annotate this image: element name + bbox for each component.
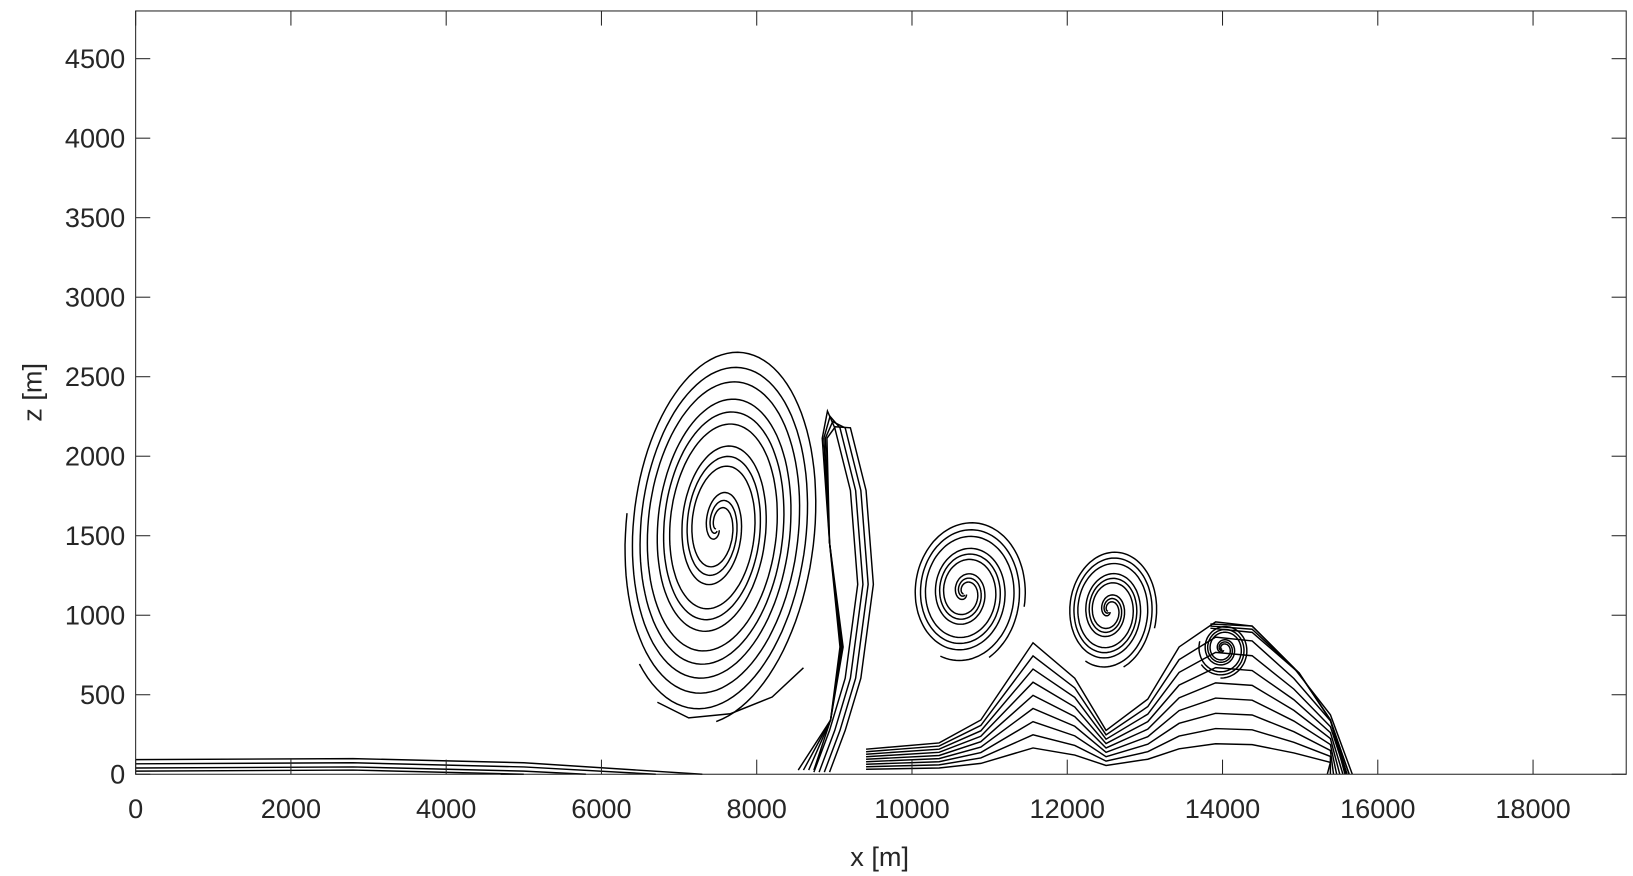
plot-frame (135, 10, 1627, 775)
x-axis-label: x [m] (850, 841, 909, 872)
contour-line (1204, 625, 1248, 679)
x-tick-label: 0 (128, 793, 143, 824)
contour-line (797, 426, 875, 773)
x-tick-label: 12000 (1030, 793, 1105, 824)
contour-line (135, 769, 524, 775)
x-tick-label: 2000 (261, 793, 321, 824)
contour-line (813, 408, 859, 773)
y-tick-label: 3500 (65, 202, 125, 233)
x-tick-label: 10000 (874, 793, 949, 824)
y-tick-label: 1500 (65, 520, 125, 551)
contour-line (914, 522, 1027, 651)
contour-line (866, 712, 1335, 775)
contour-line (802, 420, 869, 773)
contour-line (866, 636, 1350, 775)
contour-line (631, 351, 817, 723)
contour-line (866, 666, 1344, 775)
x-tick-label: 18000 (1495, 793, 1570, 824)
y-tick-label: 500 (80, 679, 125, 710)
contour-line (866, 651, 1347, 775)
y-axis-label: z [m] (17, 363, 48, 422)
contour-line (1077, 562, 1149, 668)
contour-line (135, 762, 656, 775)
y-tick-label: 4500 (65, 43, 125, 74)
contour-line (1073, 557, 1153, 668)
y-tick-label: 3000 (65, 282, 125, 313)
y-tick-label: 2000 (65, 441, 125, 472)
contour-line (1210, 627, 1346, 775)
x-tick-label: 4000 (416, 793, 476, 824)
y-tick-label: 1000 (65, 600, 125, 631)
y-tick-label: 4000 (65, 123, 125, 154)
contour-line (1069, 551, 1158, 659)
contour-line (866, 682, 1341, 775)
contour-line (135, 757, 703, 775)
contour-line (1198, 631, 1243, 673)
contour-line (1210, 625, 1348, 775)
contour-line (135, 766, 586, 775)
contour-line (638, 366, 809, 710)
contour-line (657, 667, 804, 719)
contour-line (866, 743, 1332, 775)
contour-line (624, 381, 801, 694)
contour-line (919, 529, 1021, 658)
contour-line (866, 697, 1338, 775)
x-tick-label: 14000 (1185, 793, 1260, 824)
contour-line (1200, 628, 1245, 676)
contour-field (135, 351, 1353, 775)
y-tick-label: 2500 (65, 361, 125, 392)
contour-line (924, 535, 1015, 662)
y-tick-label: 0 (110, 759, 125, 790)
x-tick-label: 16000 (1340, 793, 1415, 824)
x-tick-label: 6000 (571, 793, 631, 824)
contour-line (866, 727, 1332, 775)
x-tick-label: 8000 (727, 793, 787, 824)
